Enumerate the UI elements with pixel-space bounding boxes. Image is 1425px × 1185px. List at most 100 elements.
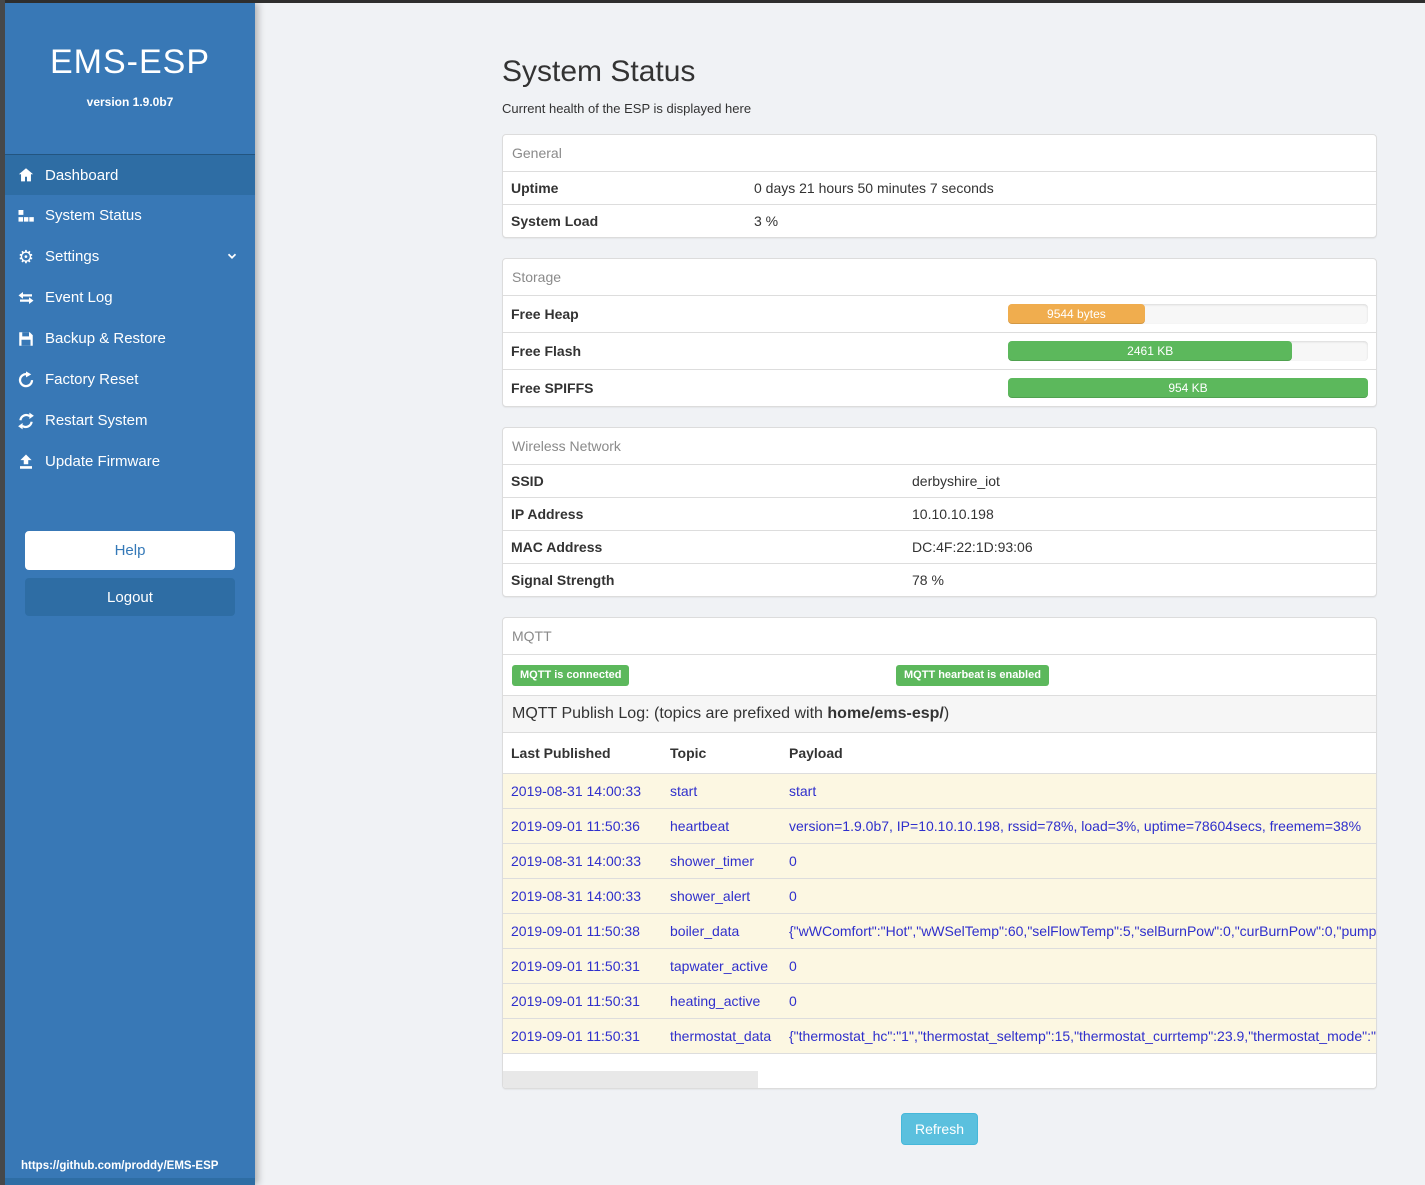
logout-button[interactable]: Logout	[25, 578, 235, 616]
scrollbar-thumb[interactable]	[503, 1071, 758, 1088]
row-label: Free Heap	[511, 306, 579, 322]
free-spiffs-progress: 954 KB	[1008, 378, 1368, 398]
table-row: 2019-09-01 11:50:38 boiler_data {"wWComf…	[503, 913, 1376, 949]
sidebar-item-update-firmware[interactable]: Update Firmware	[5, 441, 255, 482]
table-row: 2019-09-01 11:50:36 heartbeat version=1.…	[503, 808, 1376, 844]
row-value: 78 %	[904, 563, 1376, 596]
published-cell: 2019-09-01 11:50:31	[503, 948, 662, 984]
help-button[interactable]: Help	[25, 531, 235, 570]
table-row: 2019-09-01 11:50:31 thermostat_data {"th…	[503, 1018, 1376, 1053]
payload-cell: start	[781, 773, 1376, 809]
free-heap-progress: 9544 bytes	[1008, 304, 1368, 324]
payload-cell: version=1.9.0b7, IP=10.10.10.198, rssid=…	[781, 808, 1376, 844]
table-row: Signal Strength 78 %	[503, 563, 1376, 596]
topic-cell: heartbeat	[662, 808, 781, 844]
sidebar-item-label: Factory Reset	[45, 371, 139, 388]
published-cell: 2019-09-01 11:50:31	[503, 983, 662, 1019]
topic-cell: heating_active	[662, 983, 781, 1019]
log-title-suffix: )	[943, 705, 950, 722]
storage-table: Free Heap 9544 bytes Free Flash 2461 KB	[503, 296, 1376, 406]
mqtt-heartbeat-badge: MQTT hearbeat is enabled	[896, 665, 1049, 686]
general-panel: General Uptime 0 days 21 hours 50 minute…	[502, 134, 1377, 238]
topic-cell: shower_timer	[662, 843, 781, 879]
log-title-topic-prefix: home/ems-esp/	[827, 705, 944, 722]
refresh-button[interactable]: Refresh	[900, 1113, 979, 1145]
sidebar-item-label: Settings	[45, 248, 100, 265]
github-footer-link[interactable]: https://github.com/proddy/EMS-ESP	[21, 1160, 219, 1172]
storage-panel-heading: Storage	[503, 259, 1376, 296]
topic-cell: start	[662, 773, 781, 809]
sidebar-footer-strip	[5, 1178, 255, 1185]
sidebar-item-dashboard[interactable]: Dashboard	[5, 154, 255, 195]
table-row: 2019-09-01 11:50:31 heating_active 0	[503, 983, 1376, 1019]
column-header: Last Published	[503, 733, 662, 774]
row-value: 10.10.10.198	[904, 497, 1376, 531]
row-label: Free SPIFFS	[503, 369, 1000, 406]
mqtt-panel-heading: MQTT	[503, 618, 1376, 655]
row-label: SSID	[511, 473, 544, 489]
table-row: SSID derbyshire_iot	[503, 465, 1376, 498]
published-cell: 2019-08-31 14:00:33	[503, 773, 662, 809]
app-title: EMS-ESP	[49, 43, 211, 81]
published-cell: 2019-09-01 11:50:31	[503, 1018, 662, 1053]
sidebar-item-label: Event Log	[45, 289, 113, 306]
sidebar-item-event-log[interactable]: Event Log	[5, 277, 255, 318]
free-flash-progress: 2461 KB	[1008, 341, 1368, 361]
mqtt-badges-row: MQTT is connected MQTT hearbeat is enabl…	[503, 655, 1376, 696]
table-row: MAC Address DC:4F:22:1D:93:06	[503, 530, 1376, 564]
page-subtitle: Current health of the ESP is displayed h…	[502, 101, 752, 116]
sidebar: EMS-ESP version 1.9.0b7 Dashboard System…	[5, 3, 255, 1185]
row-label: Uptime	[511, 180, 559, 196]
home-icon	[17, 166, 35, 184]
sidebar-item-label: Update Firmware	[45, 453, 161, 470]
storage-panel: Storage Free Heap 9544 bytes Free Flash	[502, 258, 1377, 407]
row-value: 0 days 21 hours 50 minutes 7 seconds	[754, 180, 994, 196]
published-cell: 2019-08-31 14:00:33	[503, 878, 662, 914]
topic-cell: boiler_data	[662, 913, 781, 949]
sidebar-item-label: Backup & Restore	[45, 330, 166, 347]
general-table: Uptime 0 days 21 hours 50 minutes 7 seco…	[503, 172, 1376, 237]
gear-icon: ⚙	[17, 246, 35, 267]
payload-cell: 0	[781, 983, 1376, 1019]
column-header: Payload	[781, 733, 1376, 774]
published-cell: 2019-08-31 14:00:33	[503, 843, 662, 879]
window-left-edge	[0, 0, 5, 1185]
column-header: Topic	[662, 733, 781, 774]
refresh-row: Refresh	[502, 1113, 1377, 1145]
row-value: 9544 bytes	[1000, 296, 1376, 333]
mqtt-connected-badge: MQTT is connected	[512, 665, 630, 686]
sidebar-item-restart-system[interactable]: Restart System	[5, 400, 255, 441]
sidebar-item-system-status[interactable]: System Status	[5, 195, 255, 236]
row-value: DC:4F:22:1D:93:06	[904, 530, 1376, 564]
table-row: 2019-08-31 14:00:33 shower_timer 0	[503, 843, 1376, 879]
upload-icon	[17, 453, 35, 471]
row-label: System Load	[503, 204, 746, 237]
progress-bar-fill: 9544 bytes	[1008, 304, 1145, 324]
row-label: MAC Address	[503, 530, 904, 564]
payload-cell: 0	[781, 843, 1376, 879]
wireless-panel: Wireless Network SSID derbyshire_iot IP …	[502, 427, 1377, 597]
wireless-panel-heading: Wireless Network	[503, 428, 1376, 465]
row-value: 2461 KB	[1000, 332, 1376, 370]
topic-cell: thermostat_data	[662, 1018, 781, 1053]
table-header-row: Last Published Topic Payload	[503, 733, 1376, 774]
sidebar-item-backup-restore[interactable]: Backup & Restore	[5, 318, 255, 359]
table-row: 2019-08-31 14:00:33 start start	[503, 773, 1376, 809]
sidebar-item-settings[interactable]: ⚙ Settings	[5, 236, 255, 277]
mqtt-log-table: Last Published Topic Payload 2019-08-31 …	[503, 733, 1376, 1053]
table-row: IP Address 10.10.10.198	[503, 497, 1376, 531]
table-bottom-space	[503, 1053, 1376, 1071]
row-value: 954 KB	[1000, 369, 1376, 406]
topic-cell: tapwater_active	[662, 948, 781, 984]
payload-cell: 0	[781, 878, 1376, 914]
content: System Status Current health of the ESP …	[502, 55, 1377, 1145]
window-top-edge	[0, 0, 1425, 3]
progress-bar-fill: 954 KB	[1008, 378, 1368, 398]
exchange-arrows-icon	[17, 289, 35, 307]
sidebar-item-factory-reset[interactable]: Factory Reset	[5, 359, 255, 400]
sidebar-item-label: Restart System	[45, 412, 148, 429]
published-cell: 2019-09-01 11:50:38	[503, 913, 662, 949]
table-row: System Load 3 %	[503, 204, 1376, 237]
row-value: 3 %	[746, 204, 1376, 237]
